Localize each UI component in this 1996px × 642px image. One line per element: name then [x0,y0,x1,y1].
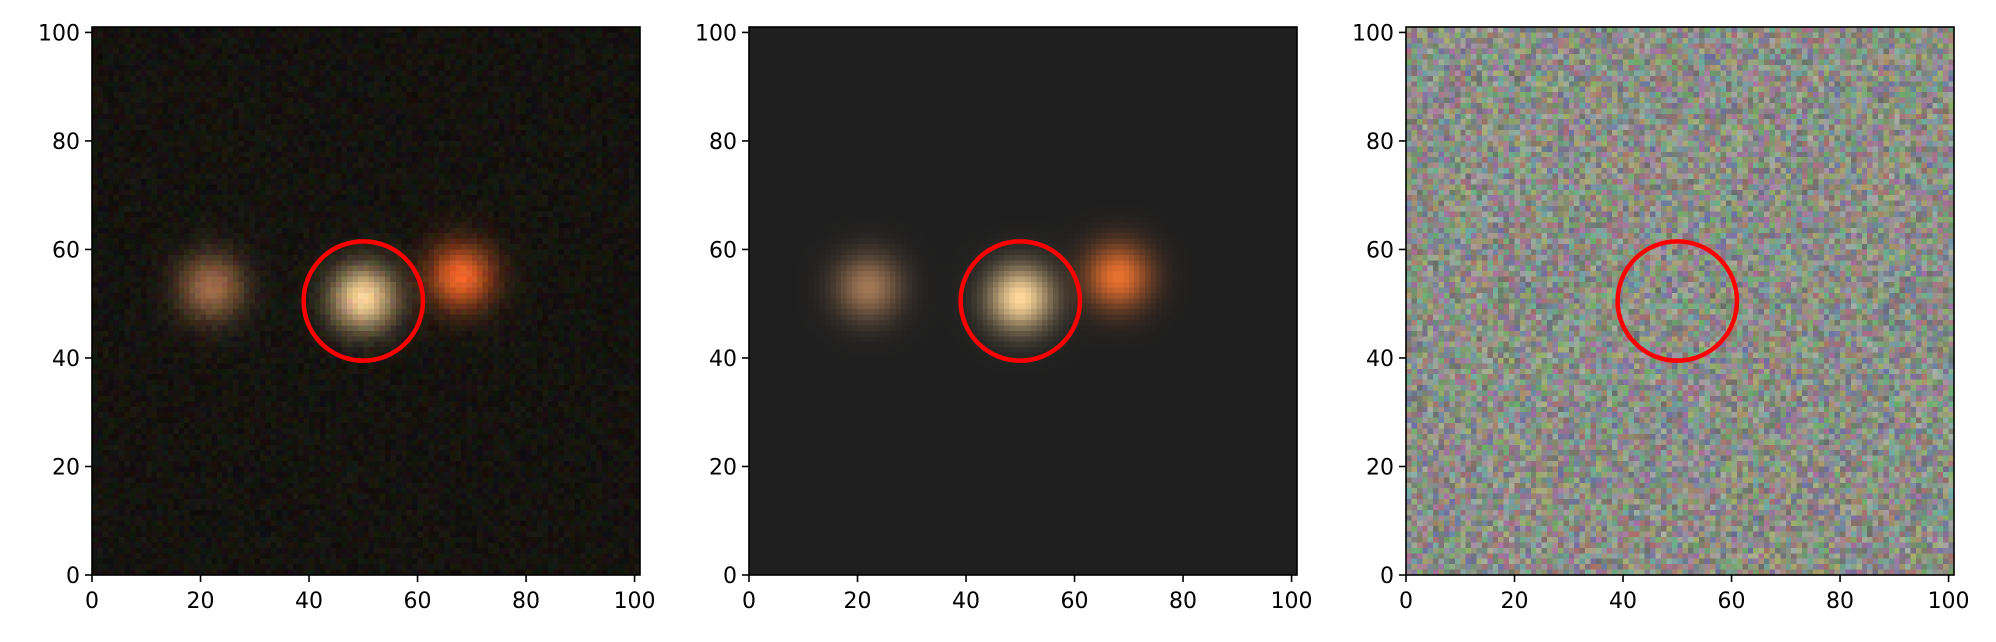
y-tick-label: 100 [38,21,80,46]
target-circle-marker [1615,239,1740,363]
y-tick-label: 20 [1366,455,1394,480]
x-tick-label: 0 [85,589,99,614]
x-tick-label: 80 [512,589,540,614]
y-tick-label: 60 [52,238,80,263]
y-tick-label: 100 [695,21,737,46]
x-tick-label: 0 [742,589,756,614]
y-tick-label: 100 [1352,21,1394,46]
y-tick-label: 60 [709,238,737,263]
x-tick-label: 40 [295,589,323,614]
axes-frame [91,26,641,576]
x-tick-label: 20 [844,589,872,614]
x-tick-label: 60 [1718,589,1746,614]
x-tick-label: 0 [1399,589,1413,614]
axes-frame [748,26,1298,576]
x-tick-label: 100 [614,589,656,614]
y-tick-label: 0 [66,564,80,589]
panel-image [1406,27,1954,575]
panel-image [92,27,640,575]
panel-residual-image: 0 20 40 60 80 100 0 20 40 60 80 100 [1352,21,1970,614]
y-tick-label: 40 [52,347,80,372]
y-tick-label: 60 [1366,238,1394,263]
y-tick-label: 80 [1366,130,1394,155]
x-tick-label: 40 [1609,589,1637,614]
axes-frame [1405,26,1955,576]
y-tick-label: 20 [709,455,737,480]
target-circle-marker [301,239,426,363]
y-tick-label: 40 [709,347,737,372]
y-tick-label: 80 [709,130,737,155]
x-tick-label: 100 [1928,589,1970,614]
y-tick-label: 0 [723,564,737,589]
x-tick-label: 60 [404,589,432,614]
x-tick-label: 20 [187,589,215,614]
panel-model-image: 0 20 40 60 80 100 0 20 40 60 80 100 [695,21,1313,614]
x-tick-label: 100 [1271,589,1313,614]
panel-image [749,27,1297,575]
y-tick-label: 0 [1380,564,1394,589]
y-tick-label: 20 [52,455,80,480]
y-tick-label: 40 [1366,347,1394,372]
y-tick-label: 80 [52,130,80,155]
x-tick-label: 20 [1501,589,1529,614]
x-tick-label: 60 [1061,589,1089,614]
target-circle-marker [958,239,1083,363]
panel-observed-image: 0 20 40 60 80 100 0 20 40 60 80 100 [38,21,656,614]
x-tick-label: 80 [1169,589,1197,614]
x-tick-label: 80 [1826,589,1854,614]
x-tick-label: 40 [952,589,980,614]
